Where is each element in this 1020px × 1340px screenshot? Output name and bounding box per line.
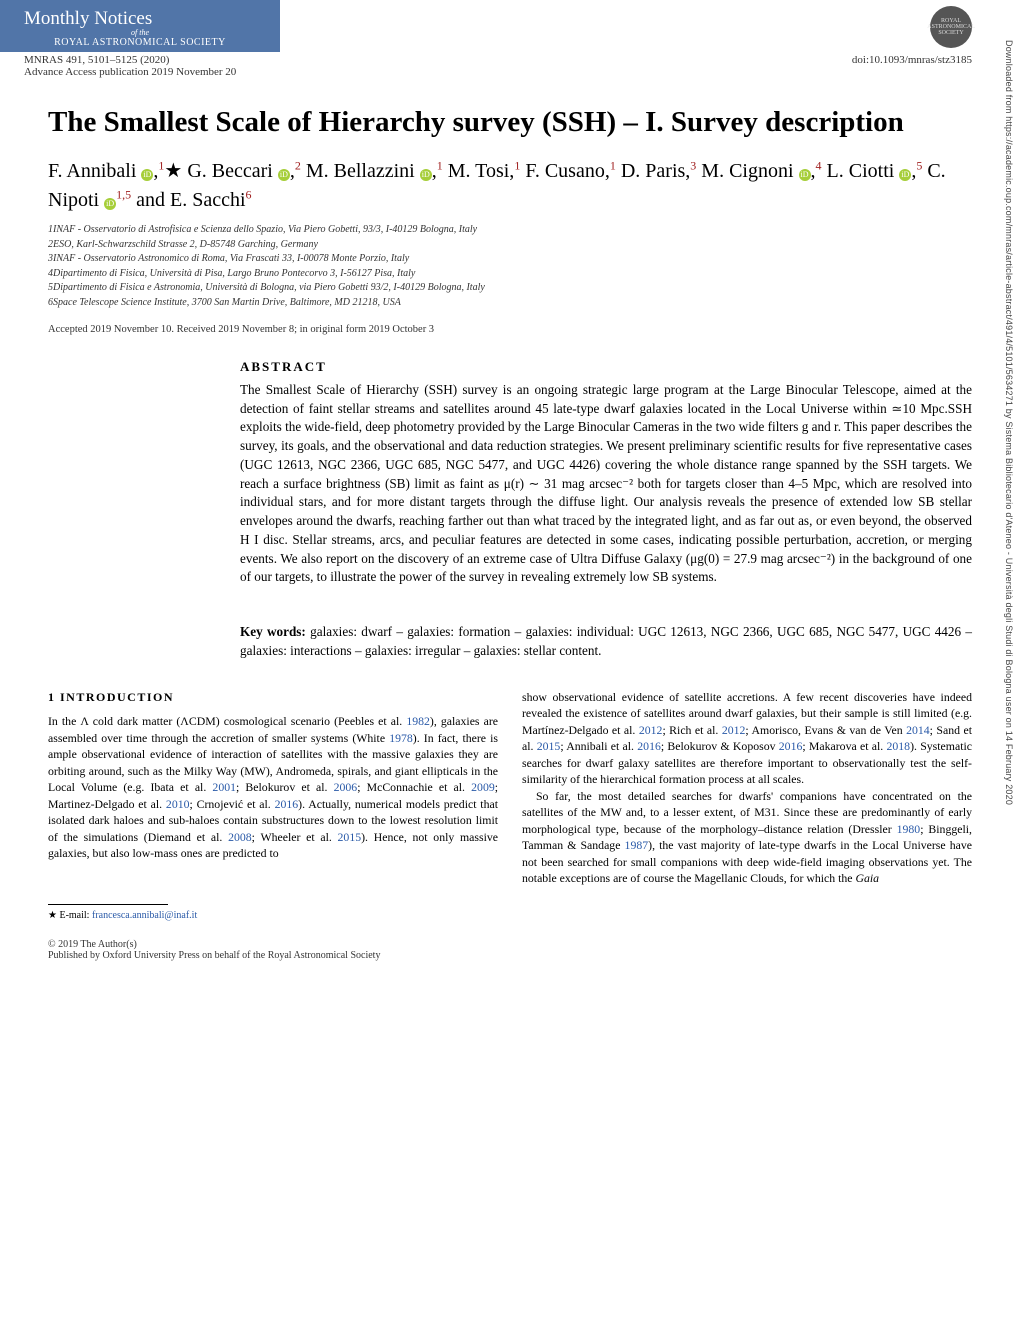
author-list: F. Annibali iD,1★ G. Beccari iD,2 M. Bel… <box>0 157 1020 223</box>
copyright: © 2019 The Author(s) Published by Oxford… <box>0 923 1020 971</box>
corresponding-footnote: ★ E-mail: francesca.annibali@inaf.it <box>48 909 498 923</box>
advance-access-line: Advance Access publication 2019 November… <box>24 66 236 78</box>
footnote-email[interactable]: francesca.annibali@inaf.it <box>92 910 197 921</box>
publication-dates: Accepted 2019 November 10. Received 2019… <box>0 324 1020 359</box>
copyright-line: © 2019 The Author(s) <box>48 939 972 950</box>
keywords-label: Key words: <box>240 624 306 639</box>
footnote-text: E-mail: <box>59 910 92 921</box>
footnote-marker: ★ <box>48 910 57 921</box>
masthead-of: of the <box>24 28 256 37</box>
intro-para: So far, the most detailed searches for d… <box>522 788 972 887</box>
affiliation: 2ESO, Karl-Schwarzschild Strasse 2, D-85… <box>48 238 972 253</box>
affiliation: 1INAF - Osservatorio di Astrofisica e Sc… <box>48 223 972 238</box>
section-heading: 1 INTRODUCTION <box>48 689 498 706</box>
meta-row: MNRAS 491, 5101–5125 (2020) Advance Acce… <box>0 52 1020 78</box>
abstract-text: The Smallest Scale of Hierarchy (SSH) su… <box>240 381 972 587</box>
download-attribution-sidebar: Downloaded from https://academic.oup.com… <box>1004 40 1014 805</box>
society-badge-icon: ROYAL ASTRONOMICAL SOCIETY <box>930 6 972 48</box>
intro-para: In the Λ cold dark matter (ΛCDM) cosmolo… <box>48 713 498 862</box>
affiliation: 3INAF - Osservatorio Astronomico di Roma… <box>48 252 972 267</box>
abstract: ABSTRACT The Smallest Scale of Hierarchy… <box>0 359 1020 587</box>
keywords: Key words: galaxies: dwarf – galaxies: f… <box>0 609 1020 660</box>
affiliation: 5Dipartimento di Fisica e Astronomia, Un… <box>48 281 972 296</box>
affiliation: 4Dipartimento di Fisica, Università di P… <box>48 267 972 282</box>
copyright-line: Published by Oxford University Press on … <box>48 950 972 961</box>
footnote-separator <box>48 904 168 905</box>
intro-para: show observational evidence of satellite… <box>522 689 972 788</box>
column-left: 1 INTRODUCTION In the Λ cold dark matter… <box>48 689 498 923</box>
keywords-text: galaxies: dwarf – galaxies: formation – … <box>240 624 972 658</box>
page: ROYAL ASTRONOMICAL SOCIETY Monthly Notic… <box>0 0 1020 1340</box>
affiliation: 6Space Telescope Science Institute, 3700… <box>48 296 972 311</box>
body-columns: 1 INTRODUCTION In the Λ cold dark matter… <box>0 661 1020 923</box>
masthead-society: ROYAL ASTRONOMICAL SOCIETY <box>24 37 256 48</box>
citation-line: MNRAS 491, 5101–5125 (2020) <box>24 54 236 66</box>
masthead-title: Monthly Notices <box>24 8 152 29</box>
doi-line: doi:10.1093/mnras/stz3185 <box>852 54 972 78</box>
journal-masthead: Monthly Notices of the ROYAL ASTRONOMICA… <box>0 0 280 52</box>
affiliations: 1INAF - Osservatorio di Astrofisica e Sc… <box>0 223 1020 324</box>
abstract-heading: ABSTRACT <box>240 359 972 375</box>
column-right: show observational evidence of satellite… <box>522 689 972 923</box>
article-title: The Smallest Scale of Hierarchy survey (… <box>0 78 1020 157</box>
